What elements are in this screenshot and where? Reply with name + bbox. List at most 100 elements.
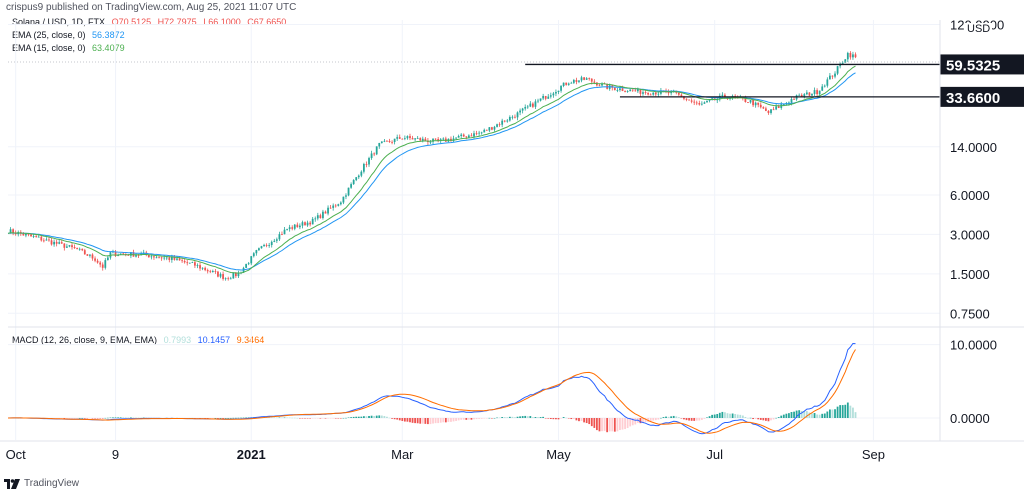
macd-histogram-bar: [319, 418, 322, 419]
macd-histogram-bar: [73, 418, 76, 419]
macd-histogram-bar: [378, 415, 381, 418]
macd-histogram-bar: [631, 418, 634, 426]
candle: [480, 131, 483, 135]
macd-histogram-bar: [375, 415, 378, 418]
macd-histogram-bar: [127, 417, 130, 418]
candle: [493, 125, 496, 132]
macd-histogram-bar: [537, 417, 539, 418]
ema15-value: 63.4079: [92, 43, 125, 53]
macd-histogram-bar: [726, 413, 729, 418]
macd-histogram-bar: [854, 412, 857, 418]
candle: [821, 84, 824, 92]
macd-histogram-bar: [629, 418, 632, 427]
candle: [749, 99, 752, 104]
macd-histogram-bar: [841, 405, 844, 418]
macd-histogram-bar: [63, 418, 66, 419]
candle: [101, 262, 104, 271]
currency-label[interactable]: USD: [965, 23, 993, 35]
candle: [588, 77, 591, 81]
candle: [355, 176, 358, 182]
macd-histogram-bar: [700, 418, 703, 420]
horizontal-levels: 59.5325 33.6600: [8, 54, 1024, 107]
candle: [649, 93, 652, 96]
symbol-legend-row[interactable]: Solana / USD, 1D, FTX O70.5125 H72.7975 …: [12, 16, 286, 29]
macd-label[interactable]: MACD (12, 26, close, 9, EMA, EMA): [12, 335, 158, 345]
macd-histogram-bar: [590, 418, 593, 427]
candle: [60, 240, 63, 244]
candle: [503, 120, 506, 123]
macd-legend[interactable]: MACD (12, 26, close, 9, EMA, EMA) 0.7993…: [12, 335, 264, 345]
symbol-title[interactable]: Solana / USD, 1D, FTX: [12, 17, 106, 27]
macd-histogram-bar: [485, 418, 488, 419]
candle: [329, 205, 332, 209]
candle: [160, 256, 163, 261]
macd-histogram-bar: [829, 409, 831, 418]
macd-histogram-bar: [621, 418, 624, 430]
macd-histogram-bar: [242, 417, 245, 419]
macd-histogram-bar: [457, 418, 460, 421]
candle: [529, 101, 532, 108]
ema25-label[interactable]: EMA (25, close, 0): [12, 30, 86, 40]
macd-histogram-bar: [368, 415, 370, 418]
macd-histogram-bar: [780, 415, 783, 418]
macd-histogram-bar: [596, 418, 598, 431]
time-tick-label: Oct: [6, 447, 27, 462]
macd-histogram-bar: [324, 418, 327, 419]
macd-histogram-bar: [634, 418, 637, 425]
candle: [537, 98, 539, 104]
footer: TradingView: [4, 478, 79, 489]
candle: [770, 109, 772, 115]
candle: [350, 182, 352, 189]
candle: [304, 221, 306, 226]
macd-histogram-bar: [711, 414, 714, 418]
macd-histogram-bar: [493, 417, 496, 419]
candle: [462, 133, 465, 137]
candle: [557, 90, 560, 95]
macd-histogram-bar: [386, 416, 388, 418]
candle: [629, 89, 632, 92]
candle: [775, 103, 778, 111]
candle: [337, 203, 340, 207]
candle: [826, 77, 829, 88]
macd-histogram-bar: [491, 418, 493, 419]
macd-histogram-bar: [439, 418, 442, 423]
candle: [460, 133, 463, 139]
candle: [199, 262, 201, 271]
macd-histogram-bar: [811, 413, 813, 418]
macd-histogram-bar: [616, 418, 619, 432]
macd-histogram-bar: [352, 416, 355, 418]
candle: [747, 102, 749, 104]
level-label-bg: [940, 86, 1024, 107]
candle: [252, 252, 255, 258]
candle: [652, 92, 655, 96]
macd-histogram-bar: [562, 417, 565, 418]
ema25-line: [7, 72, 856, 271]
candle: [365, 161, 368, 168]
candle: [91, 253, 94, 261]
candle: [281, 231, 283, 236]
macd-histogram-bar: [772, 418, 775, 420]
candle: [278, 231, 281, 241]
candle: [293, 224, 296, 231]
macd-histogram-bar: [639, 418, 642, 424]
macd-histogram-bar: [654, 418, 657, 421]
macd-histogram-bar: [403, 418, 406, 422]
macd-histogram-bar: [65, 418, 68, 419]
ema15-label[interactable]: EMA (15, close, 0): [12, 43, 86, 53]
macd-histogram-bar: [337, 418, 340, 419]
macd-histogram-bar: [86, 418, 89, 419]
candle: [378, 142, 381, 149]
ema15-legend-row[interactable]: EMA (15, close, 0) 63.4079: [12, 42, 286, 55]
candle: [211, 269, 214, 273]
candle: [147, 254, 150, 258]
macd-histogram-bar: [693, 418, 696, 421]
macd-signal-value: 9.3464: [236, 335, 265, 345]
candle: [286, 228, 288, 231]
candle: [314, 216, 317, 222]
ema25-legend-row[interactable]: EMA (25, close, 0) 56.3872: [12, 29, 286, 42]
candle: [639, 88, 642, 97]
candle: [58, 239, 61, 245]
candle: [478, 130, 481, 136]
candle: [368, 156, 370, 167]
